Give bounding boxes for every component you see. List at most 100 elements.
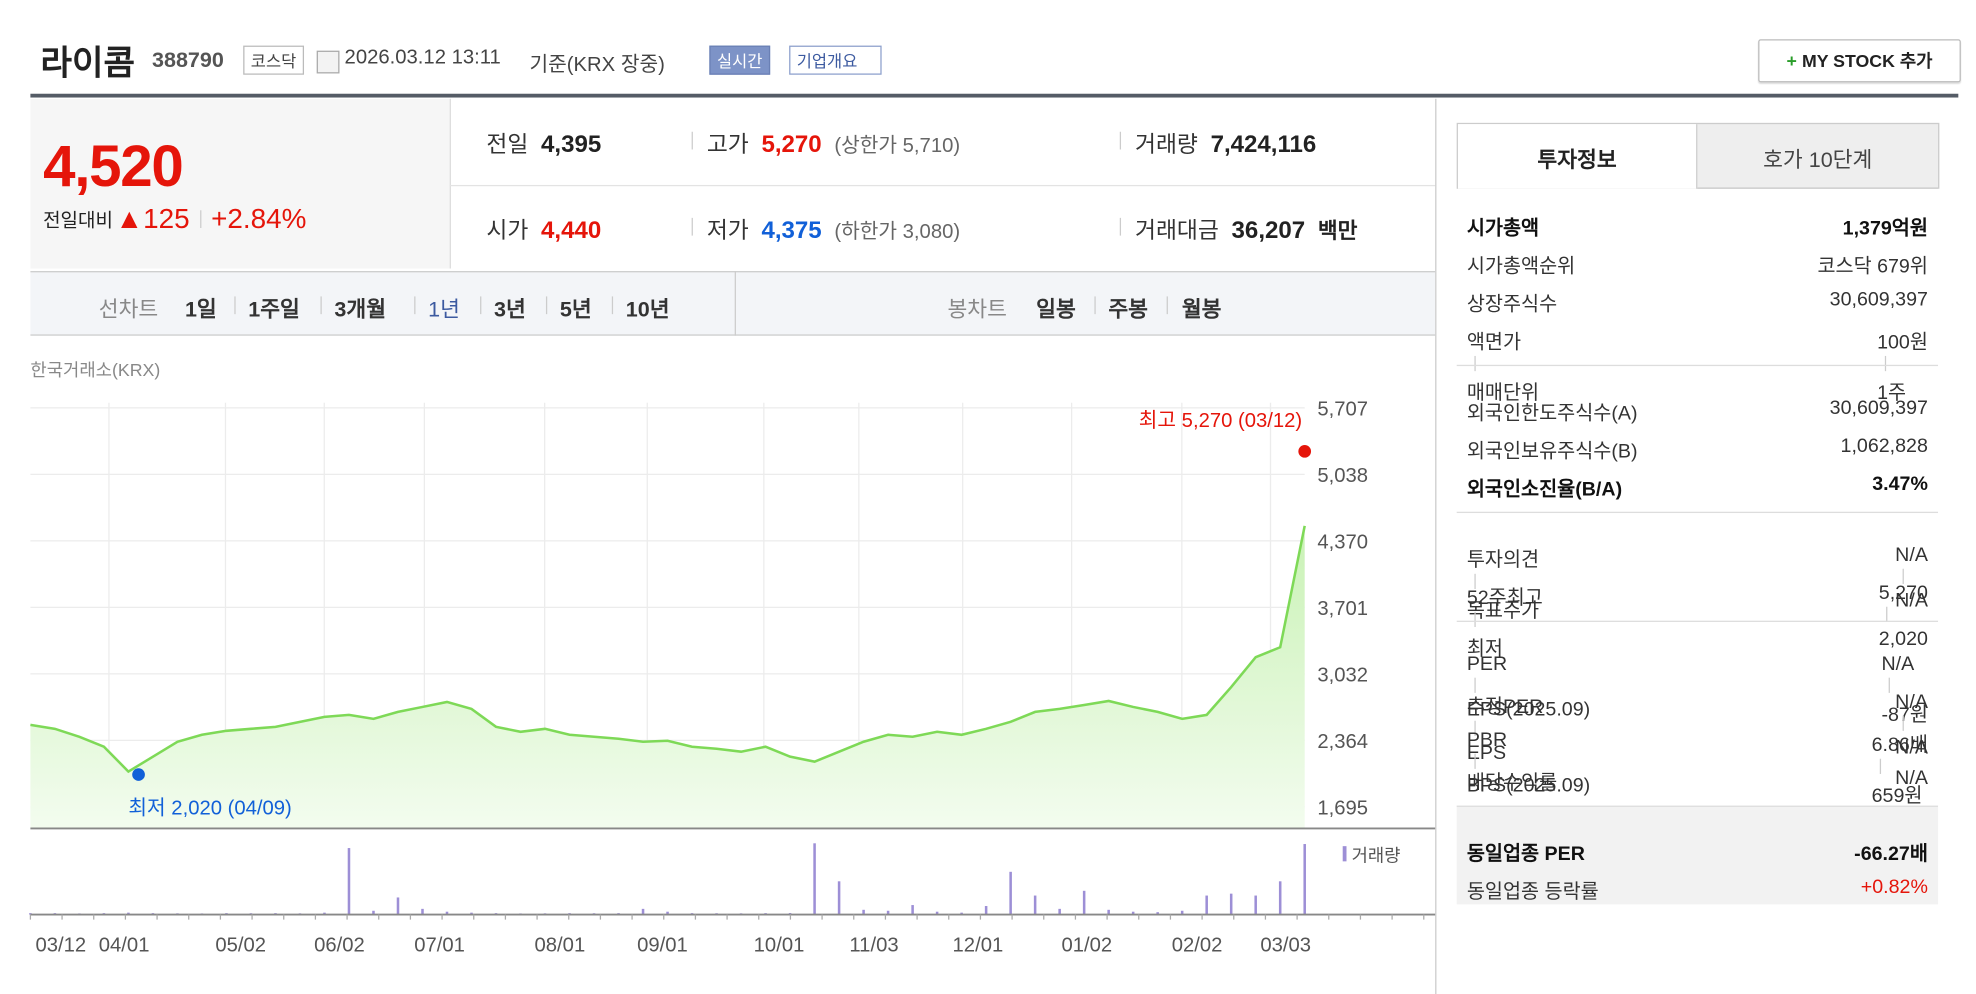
info-row: 외국인한도주식수(A) 30,609,397 — [1467, 398, 1928, 426]
info-row: 동일업종 등락률 +0.82% — [1467, 877, 1928, 905]
separator — [414, 296, 416, 315]
up-arrow: ▲ — [115, 202, 144, 235]
summary-label: 거래대금 — [1134, 217, 1219, 244]
company-button[interactable]: 기업개요 — [789, 45, 882, 75]
stock-name: 라이콤 — [40, 44, 135, 83]
candle-tab[interactable]: 일봉 — [1036, 297, 1076, 322]
summary-label: 저가 — [706, 217, 749, 244]
volume-bar — [1180, 910, 1184, 915]
info-value: 30,609,397 — [1829, 397, 1928, 420]
realtime-button[interactable]: 실시간 — [709, 45, 771, 75]
info-value: +0.82% — [1860, 876, 1928, 899]
period-tab[interactable]: 3개월 — [334, 297, 387, 322]
info-labels: 시가총액순위 — [1467, 251, 1575, 279]
candle-tab[interactable]: 월봉 — [1181, 297, 1222, 322]
summary-item: 거래량 7,424,116 — [1119, 127, 1316, 160]
price-box — [30, 98, 451, 269]
info-label: 시가총액 — [1466, 217, 1540, 240]
period-tab[interactable]: 1일 — [184, 297, 217, 322]
info-value: 2,020 — [1878, 628, 1928, 650]
x-tick-label: 09/01 — [637, 934, 688, 956]
separator — [611, 296, 614, 315]
period-tab[interactable]: 10년 — [625, 297, 670, 322]
volume-bar — [372, 910, 375, 915]
volume-bar — [862, 909, 865, 915]
info-row: 배당수익률 N/A — [1467, 768, 1928, 796]
period-tab[interactable]: 1년 — [428, 297, 460, 322]
separator — [1474, 720, 1476, 736]
info-tab[interactable]: 호가 10단계 — [1763, 148, 1873, 173]
high-dot — [1298, 445, 1312, 458]
price-area — [30, 525, 1305, 829]
volume-bar — [1278, 881, 1282, 915]
summary-item: 전일 4,395 — [486, 127, 601, 160]
chart-source: 한국거래소(KRX) — [30, 359, 161, 381]
tab-underline — [1697, 187, 1939, 189]
info-value: 30,609,397 — [1829, 288, 1928, 311]
period-tab[interactable]: 3년 — [494, 297, 526, 322]
price-chart: 5,707 5,038 4,370 3,701 3,032 2,364 1,695 최고 5,… — [29, 398, 1436, 956]
volume-bar — [1107, 909, 1110, 915]
info-label: 매매단위 — [1466, 382, 1540, 405]
separator — [1474, 355, 1476, 372]
summary-label: 전일 — [486, 131, 529, 158]
low-label: 최저 2,020 (04/09) — [128, 796, 291, 819]
period-tab[interactable]: 1주일 — [248, 297, 300, 322]
separator — [1879, 758, 1881, 774]
header-rule — [30, 93, 1959, 98]
plus-icon: + — [1786, 50, 1797, 71]
info-labels: 투자의견 목표주가 — [1467, 545, 1539, 624]
summary-item: 고가 5,270 (상한가 5,710) — [691, 127, 960, 160]
y-tick-label: 5,038 — [1317, 465, 1368, 487]
info-values: N/A -87원 — [1881, 654, 1927, 727]
info-label: 액면가 — [1466, 331, 1522, 354]
info-labels: 배당수익률 — [1467, 768, 1557, 796]
info-value: 1,379억원 — [1842, 217, 1928, 240]
separator — [480, 296, 482, 315]
info-values: N/A — [1895, 768, 1928, 796]
panel-divider — [1435, 98, 1437, 994]
info-row: 외국인보유주식수(B) 1,062,828 — [1467, 436, 1928, 464]
group-rule — [1456, 364, 1939, 367]
info-row: PBR BPS(2025.09) 6.86배 659원 — [1467, 730, 1928, 809]
info-label: 외국인한도주식수(A) — [1466, 402, 1638, 425]
info-label: 배당수익률 — [1466, 772, 1558, 795]
period-tab[interactable]: 5년 — [559, 297, 592, 322]
volume-bar — [445, 911, 449, 915]
x-tick-label: 03/12 — [35, 934, 86, 956]
summary-label: 고가 — [706, 131, 749, 158]
y-tick-label: 1,695 — [1317, 797, 1368, 819]
info-values: 6.86배 659원 — [1872, 730, 1928, 809]
info-values: 100원 1주 — [1877, 327, 1928, 406]
separator — [691, 131, 693, 150]
info-labels: 동일업종 PER — [1467, 839, 1585, 867]
group-rule — [1456, 805, 1939, 807]
add-stock-label: MY STOCK 추가 — [1801, 50, 1933, 71]
summary-value: 5,270 — [761, 131, 822, 159]
volume-bar — [813, 843, 816, 915]
separator — [199, 210, 202, 229]
y-tick-label: 3,032 — [1317, 665, 1368, 687]
info-value: 코스닥 679위 — [1817, 255, 1928, 278]
line-tab-label: 선차트 — [98, 297, 159, 322]
change-percent: +2.84% — [211, 202, 307, 235]
candle-tab[interactable]: 주봉 — [1108, 297, 1148, 322]
info-label: 52주최고 — [1466, 587, 1543, 610]
info-label: 목표주가 — [1466, 600, 1540, 622]
info-labels: PBR BPS(2025.09) — [1467, 730, 1590, 809]
y-tick-label: 5,707 — [1317, 398, 1368, 420]
info-label: 외국인보유주식수(B) — [1466, 440, 1638, 463]
volume-bar — [1009, 871, 1012, 915]
volume-bar — [396, 897, 400, 915]
high-label: 최고 5,270 (03/12) — [1139, 409, 1302, 432]
x-tick-label: 12/01 — [953, 934, 1004, 956]
info-values: -66.27배 — [1854, 839, 1928, 867]
info-label: 시가총액순위 — [1466, 255, 1576, 278]
volume-bar — [1058, 908, 1061, 915]
add-stock-button[interactable]: + MY STOCK 추가 — [1758, 39, 1961, 83]
change-value: 125 — [143, 202, 190, 235]
info-row: 52주최고 최저 5,270 2,020 — [1467, 583, 1928, 662]
info-tab[interactable]: 투자정보 — [1537, 148, 1617, 173]
